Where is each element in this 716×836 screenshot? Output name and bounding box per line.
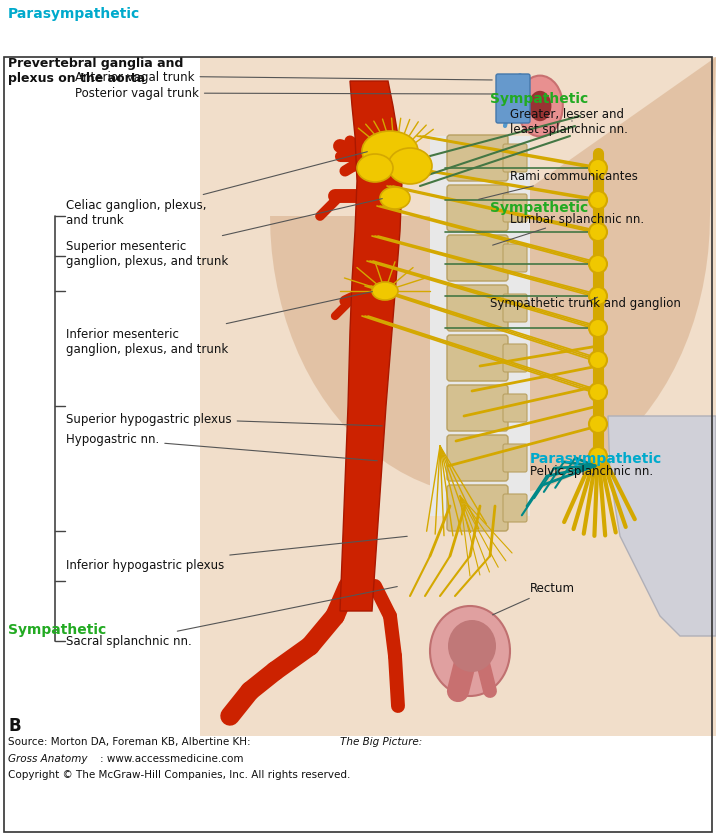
Ellipse shape xyxy=(589,415,607,434)
FancyBboxPatch shape xyxy=(503,294,527,323)
Polygon shape xyxy=(340,82,402,611)
FancyBboxPatch shape xyxy=(503,395,527,422)
FancyBboxPatch shape xyxy=(447,486,508,532)
FancyBboxPatch shape xyxy=(447,286,508,332)
Text: Superior mesenteric
ganglion, plexus, and trunk: Superior mesenteric ganglion, plexus, an… xyxy=(66,200,382,268)
Text: Superior hypogastric plexus: Superior hypogastric plexus xyxy=(66,412,382,426)
Text: Sympathetic: Sympathetic xyxy=(8,622,106,636)
Text: Anterior vagal trunk: Anterior vagal trunk xyxy=(75,70,492,84)
Text: Posterior vagal trunk: Posterior vagal trunk xyxy=(75,88,497,100)
FancyBboxPatch shape xyxy=(447,436,508,482)
Text: Lumbar splanchnic nn.: Lumbar splanchnic nn. xyxy=(493,212,644,246)
Text: Sacral splanchnic nn.: Sacral splanchnic nn. xyxy=(66,587,397,648)
Text: Pelvic splanchnic nn.: Pelvic splanchnic nn. xyxy=(530,465,653,478)
Ellipse shape xyxy=(589,352,607,370)
FancyBboxPatch shape xyxy=(503,494,527,522)
Text: Copyright © The McGraw-Hill Companies, Inc. All rights reserved.: Copyright © The McGraw-Hill Companies, I… xyxy=(8,769,350,779)
Ellipse shape xyxy=(448,620,496,672)
FancyBboxPatch shape xyxy=(447,236,508,282)
FancyBboxPatch shape xyxy=(447,186,508,232)
Ellipse shape xyxy=(589,447,607,466)
Text: Celiac ganglion, plexus,
and trunk: Celiac ganglion, plexus, and trunk xyxy=(66,152,367,227)
Polygon shape xyxy=(200,58,716,737)
Ellipse shape xyxy=(388,149,432,185)
Text: Parasympathetic: Parasympathetic xyxy=(8,7,140,21)
Text: Sympathetic: Sympathetic xyxy=(490,92,589,106)
Text: Greater, lesser and
least splanchnic nn.: Greater, lesser and least splanchnic nn. xyxy=(510,108,628,135)
Ellipse shape xyxy=(589,160,607,178)
Text: : www.accessmedicine.com: : www.accessmedicine.com xyxy=(100,753,243,763)
Ellipse shape xyxy=(589,319,607,338)
Text: Inferior hypogastric plexus: Inferior hypogastric plexus xyxy=(66,537,407,571)
Text: Hypogastric nn.: Hypogastric nn. xyxy=(66,433,377,461)
Ellipse shape xyxy=(589,384,607,401)
Text: Gross Anatomy: Gross Anatomy xyxy=(8,753,87,763)
Text: Sympathetic: Sympathetic xyxy=(490,201,589,215)
Text: Rami communicantes: Rami communicantes xyxy=(479,171,638,200)
Ellipse shape xyxy=(380,188,410,210)
Text: The Big Picture:: The Big Picture: xyxy=(340,737,422,746)
Polygon shape xyxy=(270,58,716,497)
Ellipse shape xyxy=(589,191,607,210)
Ellipse shape xyxy=(357,155,393,183)
Text: Inferior mesenteric
ganglion, plexus, and trunk: Inferior mesenteric ganglion, plexus, an… xyxy=(66,293,372,355)
Text: Parasympathetic: Parasympathetic xyxy=(530,451,662,466)
FancyBboxPatch shape xyxy=(503,445,527,472)
FancyBboxPatch shape xyxy=(496,75,530,124)
Text: Sympathetic trunk and ganglion: Sympathetic trunk and ganglion xyxy=(490,297,681,310)
Polygon shape xyxy=(608,416,716,636)
FancyBboxPatch shape xyxy=(447,385,508,431)
Ellipse shape xyxy=(589,256,607,273)
FancyBboxPatch shape xyxy=(503,195,527,222)
FancyBboxPatch shape xyxy=(503,344,527,373)
Text: Source: Morton DA, Foreman KB, Albertine KH:: Source: Morton DA, Foreman KB, Albertine… xyxy=(8,737,254,746)
Text: Prevertebral ganglia and
plexus on the aorta: Prevertebral ganglia and plexus on the a… xyxy=(8,57,183,85)
Text: Rectum: Rectum xyxy=(493,582,575,615)
FancyBboxPatch shape xyxy=(447,135,508,181)
FancyBboxPatch shape xyxy=(447,335,508,381)
Ellipse shape xyxy=(517,77,563,137)
Ellipse shape xyxy=(589,288,607,306)
Text: B: B xyxy=(8,716,21,734)
FancyBboxPatch shape xyxy=(503,245,527,273)
FancyBboxPatch shape xyxy=(503,145,527,173)
Bar xyxy=(430,137,530,517)
Ellipse shape xyxy=(430,606,510,696)
Ellipse shape xyxy=(589,224,607,242)
Ellipse shape xyxy=(528,92,551,122)
Ellipse shape xyxy=(362,132,418,171)
Ellipse shape xyxy=(372,283,398,301)
